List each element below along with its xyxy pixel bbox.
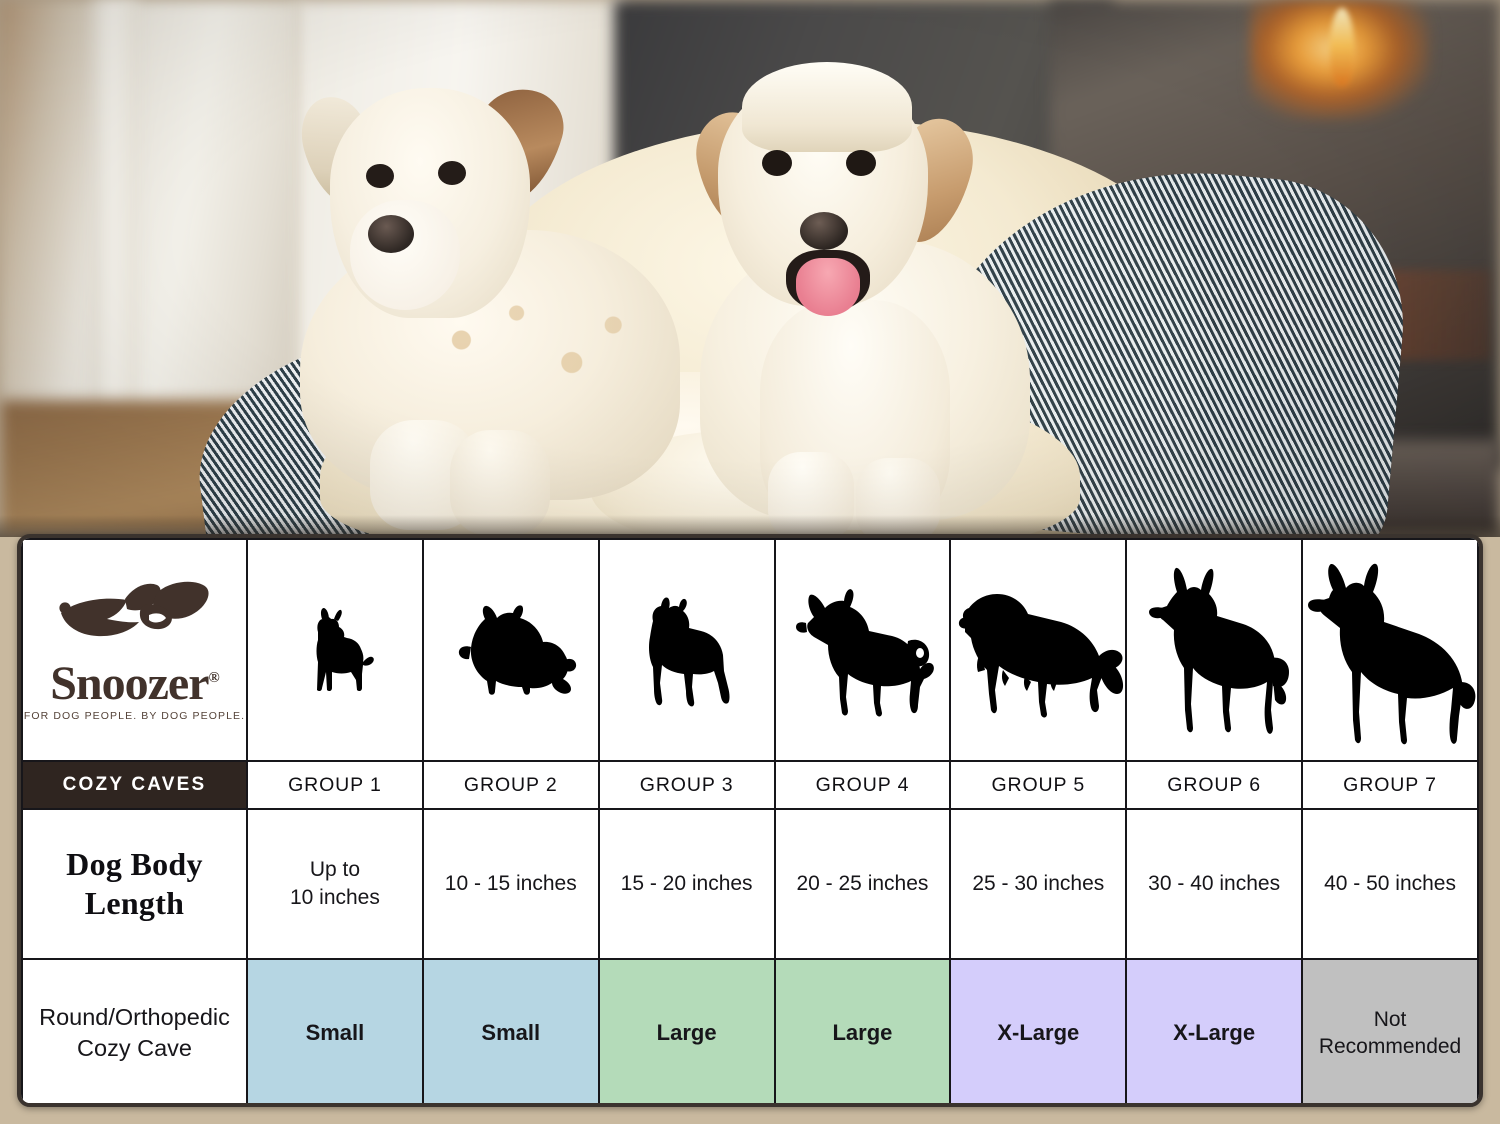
body-length-value-6: 30 - 40 inches bbox=[1125, 808, 1304, 960]
size-chart-table: Snoozer® FOR DOG PEOPLE. BY DOG PEOPLE. bbox=[21, 538, 1479, 1103]
size-chart-table-container: Snoozer® FOR DOG PEOPLE. BY DOG PEOPLE. bbox=[17, 534, 1483, 1107]
group-header-7: GROUP 7 bbox=[1301, 760, 1479, 810]
recommended-size-4: Large bbox=[773, 958, 952, 1103]
photo-dog-right-eye-right bbox=[846, 150, 876, 176]
group-header-6: GROUP 6 bbox=[1125, 760, 1304, 810]
registered-mark: ® bbox=[208, 669, 220, 686]
brand-logo-cell: Snoozer® FOR DOG PEOPLE. BY DOG PEOPLE. bbox=[21, 538, 248, 762]
group-header-4: GROUP 4 bbox=[773, 760, 952, 810]
photo-bottom-shadow bbox=[0, 515, 1500, 537]
silhouette-cell-group-7 bbox=[1301, 538, 1479, 762]
shiba-inu-silhouette-icon bbox=[776, 581, 950, 719]
body-length-value-3: 15 - 20 inches bbox=[597, 808, 776, 960]
silhouette-cell-group-6 bbox=[1125, 538, 1304, 762]
body-length-value-4: 20 - 25 inches bbox=[773, 808, 952, 960]
recommended-size-2: Small bbox=[421, 958, 600, 1103]
table-row-group-headers: COZY CAVES GROUP 1 GROUP 2 GROUP 3 GROUP… bbox=[21, 760, 1479, 810]
golden-retriever-silhouette-icon bbox=[951, 578, 1125, 722]
photo-dog-left-eye-left bbox=[366, 164, 394, 188]
row-label-round-orthopedic-cozy-cave: Round/Orthopedic Cozy Cave bbox=[21, 958, 248, 1103]
photo-dog-right-nose bbox=[800, 212, 848, 250]
recommended-size-5: X-Large bbox=[949, 958, 1128, 1103]
photo-dog-right-eye-left bbox=[762, 150, 792, 176]
silhouette-cell-group-5 bbox=[949, 538, 1128, 762]
group-header-2: GROUP 2 bbox=[421, 760, 600, 810]
row-label-dog-body-length: Dog Body Length bbox=[21, 808, 248, 960]
photo-fire-flame bbox=[1330, 8, 1354, 86]
silhouette-cell-group-4 bbox=[773, 538, 952, 762]
body-length-value-2: 10 - 15 inches bbox=[421, 808, 600, 960]
body-length-value-1: Up to 10 inches bbox=[246, 808, 424, 960]
photo-dog-right-head-fur bbox=[742, 62, 912, 152]
photo-dog-right-tongue bbox=[796, 258, 860, 316]
chihuahua-silhouette-icon bbox=[248, 602, 422, 698]
doberman-silhouette-icon bbox=[1127, 562, 1301, 738]
brand-wordmark: Snoozer® bbox=[50, 656, 220, 710]
recommended-size-1: Small bbox=[246, 958, 424, 1103]
table-row-silhouettes: Snoozer® FOR DOG PEOPLE. BY DOG PEOPLE. bbox=[21, 538, 1479, 762]
cozy-caves-category-label: COZY CAVES bbox=[21, 760, 248, 810]
boston-terrier-silhouette-icon bbox=[600, 591, 774, 709]
silhouette-cell-group-1 bbox=[246, 538, 424, 762]
group-header-5: GROUP 5 bbox=[949, 760, 1128, 810]
recommended-size-7: Not Recommended bbox=[1301, 958, 1479, 1103]
recommended-size-3: Large bbox=[597, 958, 776, 1103]
hero-photo bbox=[0, 0, 1500, 537]
photo-dog-left-eye-right bbox=[438, 161, 466, 185]
silhouette-cell-group-2 bbox=[421, 538, 600, 762]
body-length-value-5: 25 - 30 inches bbox=[949, 808, 1128, 960]
photo-vignette bbox=[0, 0, 1500, 537]
group-header-3: GROUP 3 bbox=[597, 760, 776, 810]
brand-tagline: FOR DOG PEOPLE. BY DOG PEOPLE. bbox=[23, 709, 246, 722]
group-header-1: GROUP 1 bbox=[246, 760, 424, 810]
pomeranian-silhouette-icon bbox=[424, 599, 598, 701]
table-row-recommended-size: Round/Orthopedic Cozy Cave Small Small La… bbox=[21, 958, 1479, 1103]
snoozer-dog-logo-icon bbox=[51, 579, 219, 658]
great-dane-silhouette-icon bbox=[1303, 552, 1477, 748]
body-length-value-7: 40 - 50 inches bbox=[1301, 808, 1479, 960]
recommended-size-6: X-Large bbox=[1125, 958, 1304, 1103]
photo-dog-left-nose bbox=[368, 215, 414, 253]
silhouette-cell-group-3 bbox=[597, 538, 776, 762]
table-row-body-length: Dog Body Length Up to 10 inches 10 - 15 in… bbox=[21, 808, 1479, 960]
photo-door-frame bbox=[92, 0, 138, 430]
